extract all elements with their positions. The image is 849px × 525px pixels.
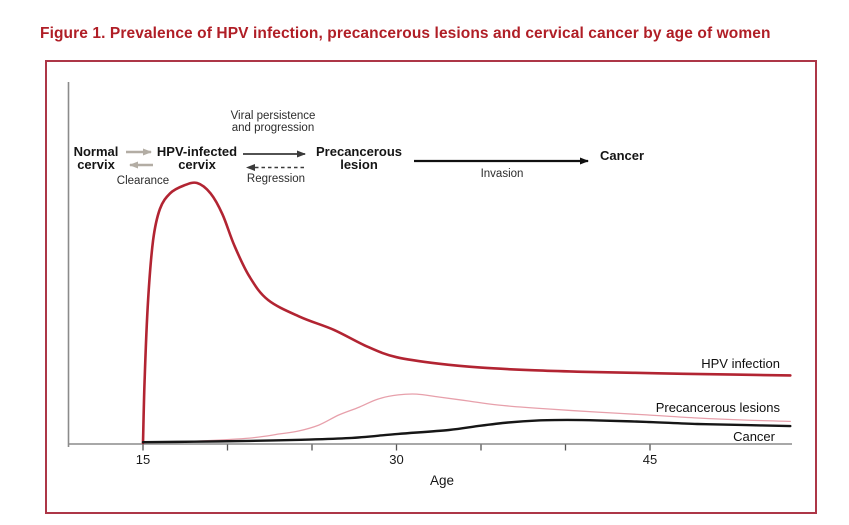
x-tick-label-45: 45 — [642, 452, 658, 467]
flow-stage-precancerous-lesion: Precancerous lesion — [316, 144, 402, 172]
flow-diagram-arrows — [126, 148, 589, 171]
x-axis-label-age: Age — [429, 473, 455, 488]
flow-label-clearance: Clearance — [116, 175, 170, 187]
flow-label-viral-persistence: Viral persistence and progression — [230, 110, 316, 134]
x-ticks — [142, 444, 651, 451]
x-tick-label-30: 30 — [389, 452, 404, 467]
x-tick-label-15: 15 — [135, 452, 151, 467]
curve-precancerous-lesions — [150, 393, 791, 444]
flow-label-regression: Regression — [246, 173, 306, 185]
curve-label-precancerous-lesions: Precancerous lesions — [655, 400, 780, 415]
flow-stage-normal-cervix: Normal cervix — [73, 144, 119, 172]
flow-label-invasion: Invasion — [480, 168, 524, 180]
axes — [67, 82, 792, 447]
curve-cancer — [141, 418, 792, 444]
figure-title: Figure 1. Prevalence of HPV infection, p… — [40, 25, 771, 42]
curves — [141, 181, 792, 445]
curve-label-cancer: Cancer — [733, 429, 775, 444]
chart-border-box — [45, 60, 817, 514]
flow-stage-cancer: Cancer — [600, 148, 645, 163]
flow-stage-hpv-infected-cervix: HPV-infected cervix — [156, 144, 238, 172]
curve-label-hpv-infection: HPV infection — [701, 356, 780, 371]
curve-hpv-infection — [141, 181, 792, 445]
